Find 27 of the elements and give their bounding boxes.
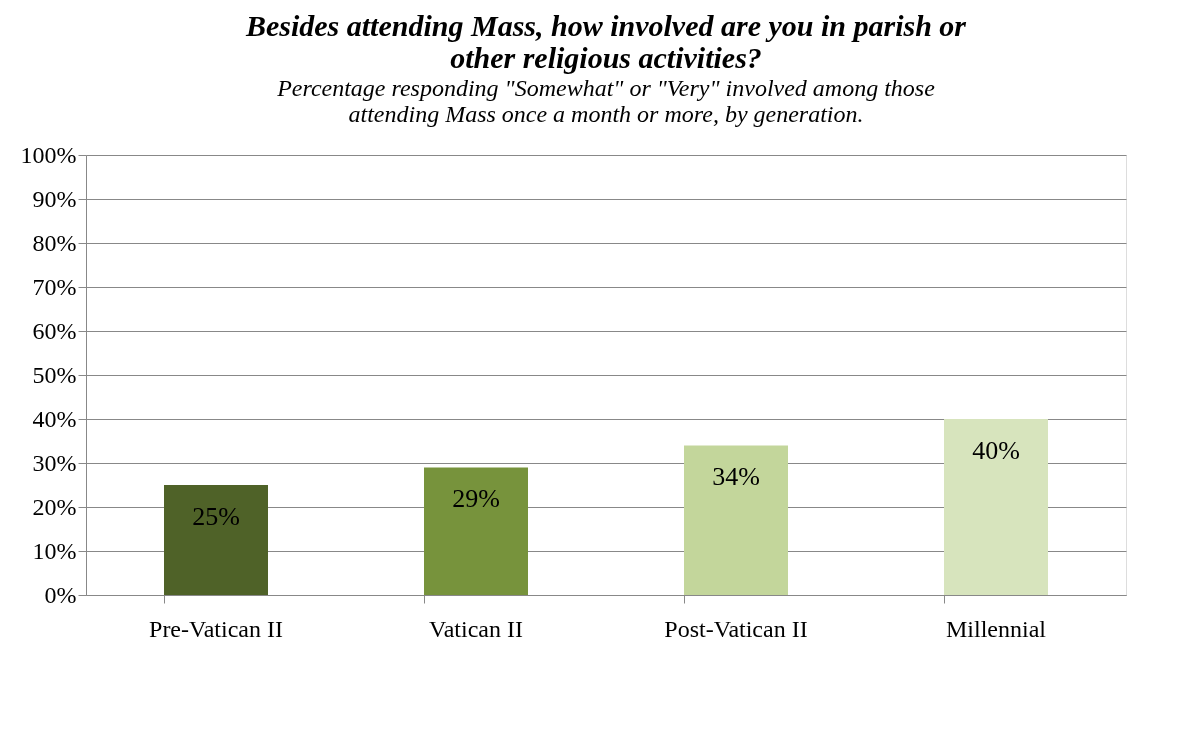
y-tick-label: 30%: [32, 449, 77, 476]
y-tick-label: 60%: [32, 317, 77, 344]
text: attending Mass once a month or more, by generation.: [348, 101, 864, 127]
y-tick-label: 0%: [44, 581, 77, 608]
x-tick-label: Post-Vatican II: [664, 615, 808, 642]
x-tick-label: Pre-Vatican II: [149, 615, 283, 642]
y-tick-label: 50%: [32, 361, 77, 388]
y-tick-label: 90%: [32, 185, 77, 212]
text: Percentage responding "Somewhat" or "Very" involved among those: [277, 75, 935, 101]
data-label: 34%: [712, 462, 760, 492]
y-tick-label: 100%: [20, 141, 77, 168]
y-tick-label: 10%: [32, 537, 77, 564]
bar: [684, 445, 788, 595]
y-tick-label: 40%: [32, 405, 77, 432]
bar: [164, 485, 268, 595]
data-label: 25%: [192, 502, 240, 531]
y-tick-label: 20%: [32, 493, 77, 520]
y-tick-label: 80%: [32, 229, 77, 256]
bar: [944, 419, 1048, 595]
text: Besides attending Mass, how involved are you in parish or: [245, 9, 967, 42]
data-label: 29%: [452, 484, 500, 514]
bar: [424, 467, 528, 595]
x-tick-label: Millennial: [946, 615, 1047, 642]
y-tick-label: 70%: [32, 273, 77, 300]
data-label: 40%: [972, 436, 1020, 465]
text: other religious activities?: [450, 41, 762, 74]
x-tick-label: Vatican II: [429, 615, 523, 642]
